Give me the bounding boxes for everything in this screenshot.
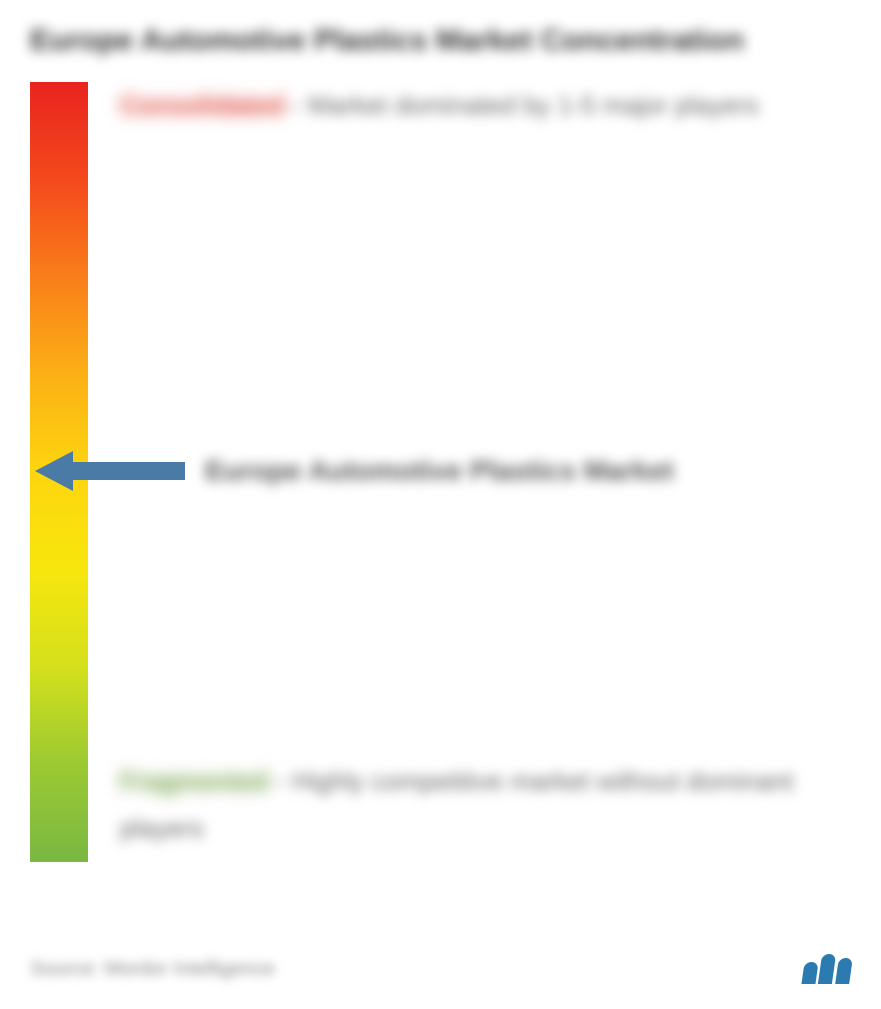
consolidated-description: - Market dominated by 1-5 major players <box>292 90 759 120</box>
text-blocks: Consolidated - Market dominated by 1-5 m… <box>120 82 851 862</box>
market-position-label: Europe Automotive Plastics Market <box>205 450 674 492</box>
brand-logo <box>803 954 851 984</box>
source-attribution: Source: Mordor Intelligence <box>30 958 275 981</box>
indicator-arrow-icon <box>35 451 185 491</box>
fragmented-label: Fragmented <box>120 766 269 796</box>
logo-bars-icon <box>803 954 851 984</box>
chart-title: Europe Automotive Plastics Market Concen… <box>30 20 851 62</box>
consolidated-block: Consolidated - Market dominated by 1-5 m… <box>120 82 821 129</box>
consolidated-label: Consolidated <box>120 90 285 120</box>
fragmented-block: Fragmented - Highly competitive market w… <box>120 758 821 852</box>
footer: Source: Mordor Intelligence <box>30 954 851 984</box>
content-area: Consolidated - Market dominated by 1-5 m… <box>30 82 851 862</box>
middle-indicator-block: Europe Automotive Plastics Market <box>35 450 821 492</box>
